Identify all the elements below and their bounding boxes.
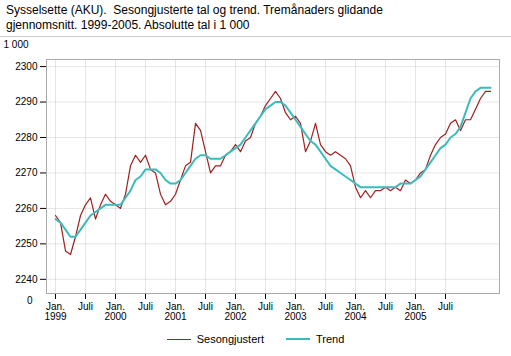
- svg-text:1 000: 1 000: [4, 39, 29, 50]
- svg-text:Juli: Juli: [378, 301, 393, 312]
- svg-text:Jan.2002: Jan.2002: [224, 301, 247, 322]
- html-text:gjennomsnitt. 1999-2005. Absol: gjennomsnitt. 1999-2005. Absolutte tal i…: [6, 18, 250, 32]
- svg-text:0: 0: [27, 295, 33, 306]
- svg-text:Jan.2003: Jan.2003: [284, 301, 307, 322]
- svg-text:Juli: Juli: [438, 301, 453, 312]
- svg-text:2240: 2240: [15, 274, 38, 285]
- svg-text:2280: 2280: [15, 132, 38, 143]
- svg-text:2250: 2250: [15, 238, 38, 249]
- svg-text:Juli: Juli: [78, 301, 93, 312]
- svg-text:Juli: Juli: [198, 301, 213, 312]
- html-text:Trend: Trend: [316, 333, 345, 345]
- svg-text:Jan.2001: Jan.2001: [164, 301, 187, 322]
- html-text:Sesongjustert: Sesongjustert: [196, 333, 264, 345]
- svg-text:Juli: Juli: [258, 301, 273, 312]
- svg-text:2300: 2300: [15, 61, 38, 72]
- html-text:Sysselsette (AKU). Sesongjuste: Sysselsette (AKU). Sesongjusterte tal og…: [6, 3, 383, 17]
- svg-text:Juli: Juli: [318, 301, 333, 312]
- svg-text:2290: 2290: [15, 96, 38, 107]
- svg-text:Jan.2005: Jan.2005: [404, 301, 427, 322]
- svg-text:2260: 2260: [15, 203, 38, 214]
- svg-text:Jan.2000: Jan.2000: [104, 301, 127, 322]
- svg-text:Jan.2004: Jan.2004: [344, 301, 367, 322]
- svg-text:2270: 2270: [15, 167, 38, 178]
- svg-text:Juli: Juli: [138, 301, 153, 312]
- svg-text:Jan.1999: Jan.1999: [44, 301, 67, 322]
